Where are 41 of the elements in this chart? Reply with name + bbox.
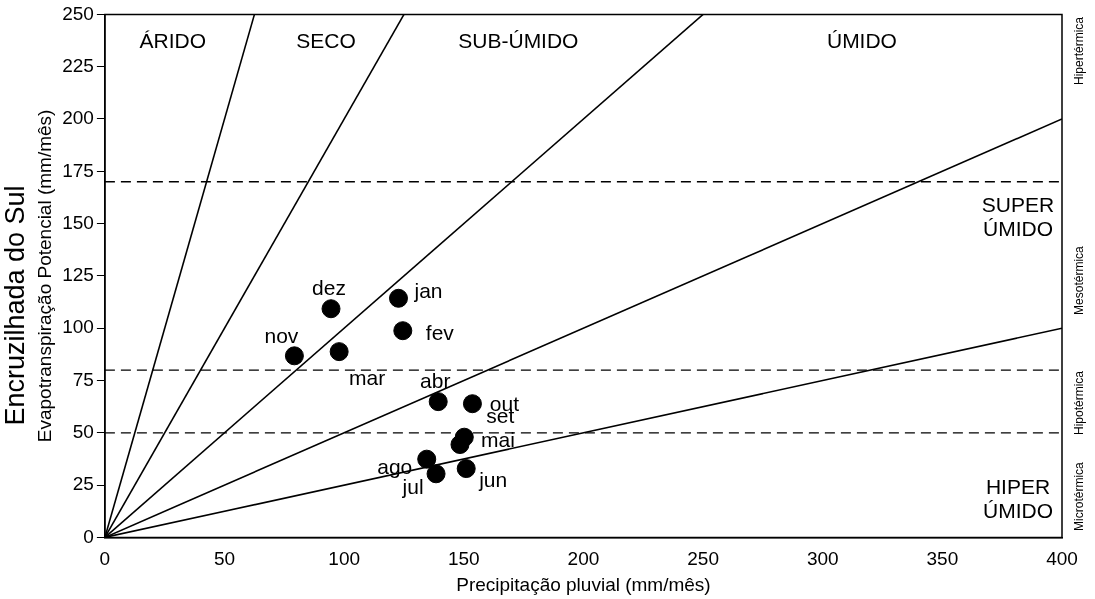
y-tick-label: 250 xyxy=(62,2,94,24)
y-tick-label: 225 xyxy=(62,54,94,76)
y-tick-label: 175 xyxy=(62,159,94,181)
x-tick-label: 150 xyxy=(447,548,480,570)
x-tick-label: 400 xyxy=(1046,548,1078,570)
y-tick-label: 200 xyxy=(62,107,94,129)
x-tick-label: 250 xyxy=(687,548,719,570)
y-tick-label: 150 xyxy=(62,211,94,233)
annotation: ÚMIDO xyxy=(826,29,897,53)
y-tick-label: 125 xyxy=(62,264,94,286)
y-tick-label: 50 xyxy=(72,421,94,443)
x-tick-label: 300 xyxy=(806,548,839,570)
text: Encruzilhada do Sul xyxy=(0,185,30,426)
annotation: ÁRIDO xyxy=(139,29,207,53)
annotation: HIPER ÚMIDO xyxy=(982,474,1053,522)
x-tick-label: 0 xyxy=(99,548,111,570)
annotation: SUB-ÚMIDO xyxy=(458,29,579,53)
y-tick-label: 75 xyxy=(72,368,94,390)
annotation: dez xyxy=(312,275,346,299)
annotation: SUPER ÚMIDO xyxy=(981,192,1055,240)
x-tick-label: 350 xyxy=(926,548,959,570)
x-tick-label: 50 xyxy=(213,548,236,570)
annotation: mar xyxy=(349,366,386,390)
annotation: jan xyxy=(413,279,443,303)
text: Mesotérmica xyxy=(1072,245,1087,315)
annotation: abr xyxy=(420,369,451,393)
y-axis-title: Evapotranspiração Potencial (mm/mês) xyxy=(34,109,56,443)
annotation: SECO xyxy=(296,29,356,53)
x-axis-title: Precipitação pluvial (mm/mês) xyxy=(456,573,711,595)
y-tick-label: 25 xyxy=(72,473,94,495)
y-tick-label: 0 xyxy=(83,525,94,547)
annotation: nov xyxy=(264,323,299,347)
text: Microtérmica xyxy=(1072,461,1087,531)
y-tick-label: 100 xyxy=(62,316,94,338)
annotation: mai xyxy=(481,428,515,452)
text: Hipertérmica xyxy=(1072,16,1087,86)
annotation: fev xyxy=(425,320,455,344)
x-tick-label: 200 xyxy=(567,548,600,570)
annotation: jun xyxy=(478,468,508,492)
x-tick-label: 100 xyxy=(328,548,361,570)
text: Hipotérmica xyxy=(1072,370,1087,435)
